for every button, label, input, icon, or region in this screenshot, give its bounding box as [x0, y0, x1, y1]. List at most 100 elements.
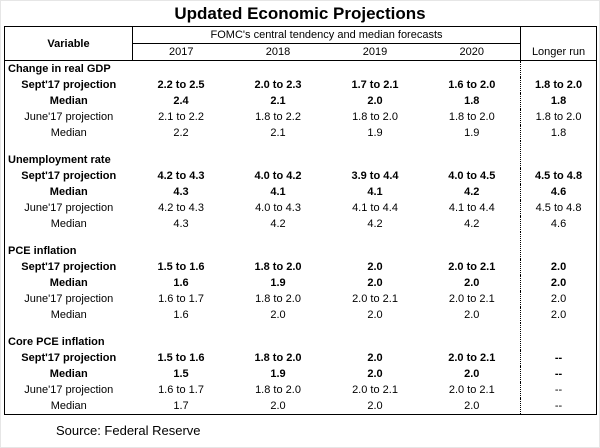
value-cell: 4.2 to 4.3: [158, 202, 204, 214]
empty-cell: [133, 323, 230, 350]
value-cell: 4.0 to 4.5: [448, 170, 496, 182]
empty-cell: [520, 60, 597, 77]
row-label: Median: [49, 186, 88, 198]
row-label: Sept'17 projection: [21, 79, 117, 91]
table-row: June'17 projection 2.1 to 2.2 1.8 to 2.2 1.…: [5, 109, 597, 125]
empty-cell: [520, 323, 597, 350]
table-row: June'17 projection 1.6 to 1.7 1.8 to 2.0 2.…: [5, 291, 597, 307]
value-cell: 1.5: [173, 368, 189, 380]
row-label: Median: [49, 368, 88, 380]
value-cell: 1.9: [270, 368, 286, 380]
variable-column-header: Variable: [4, 26, 133, 61]
value-cell: 1.5 to 1.6: [157, 352, 205, 364]
row-label: Median: [50, 309, 87, 321]
section-header: Change in real GDP: [8, 63, 111, 75]
table-row: Median 2.4 2.1 2.0 1.8 1.8: [5, 93, 597, 109]
value-cell: 2.0: [464, 400, 480, 412]
value-cell: 1.9: [464, 127, 480, 139]
value-cell: 2.0: [270, 400, 286, 412]
value-cell: 4.0 to 4.3: [255, 202, 301, 214]
value-cell: 1.8 to 2.0: [254, 261, 302, 273]
value-cell: 2.0: [367, 261, 383, 273]
row-label: June'17 projection: [24, 384, 114, 396]
value-cell: 2.2 to 2.5: [157, 79, 205, 91]
value-cell: 2.0 to 2.3: [254, 79, 302, 91]
value-cell: 2.0: [520, 275, 597, 291]
empty-cell: [230, 141, 327, 168]
value-cell: --: [520, 366, 597, 382]
table-row: Median 4.3 4.2 4.2 4.2 4.6: [5, 216, 597, 232]
year-header-2018: 2018: [229, 43, 327, 61]
value-cell: 1.5 to 1.6: [157, 261, 205, 273]
empty-cell: [327, 61, 424, 78]
row-label: Median: [50, 400, 87, 412]
group-header-row: Variable FOMC's central tendency and med…: [4, 26, 597, 61]
row-label: June'17 projection: [24, 293, 114, 305]
row-label: Median: [49, 95, 88, 107]
value-cell: 4.2: [464, 218, 480, 230]
empty-cell: [424, 141, 521, 168]
value-cell: 2.0: [367, 368, 383, 380]
value-cell: 2.1: [270, 127, 286, 139]
value-cell: 1.7: [173, 400, 189, 412]
value-cell: --: [520, 398, 597, 415]
value-cell: 2.0: [464, 309, 480, 321]
table-row: Median 1.6 1.9 2.0 2.0 2.0: [5, 275, 597, 291]
value-cell: 1.8 to 2.0: [352, 111, 398, 123]
row-label: Sept'17 projection: [21, 170, 117, 182]
years-header-row: 2017 2018 2019 2020: [5, 43, 597, 61]
value-cell: --: [520, 350, 597, 366]
value-cell: 2.0: [520, 291, 597, 307]
empty-cell: [230, 232, 327, 259]
value-cell: 3.9 to 4.4: [351, 170, 399, 182]
value-cell: 4.2: [367, 218, 383, 230]
value-cell: 1.8 to 2.0: [255, 384, 301, 396]
value-cell: 1.9: [367, 127, 383, 139]
value-cell: 2.0 to 2.1: [448, 293, 495, 305]
value-cell: 4.3: [173, 218, 189, 230]
value-cell: 2.0 to 2.1: [448, 384, 495, 396]
row-label: Median: [49, 277, 88, 289]
projections-table: Variable FOMC's central tendency and med…: [4, 26, 598, 415]
value-cell: 4.1: [270, 186, 286, 198]
table-row: Sept'17 projection 2.2 to 2.5 2.0 to 2.3 1.…: [5, 77, 597, 93]
value-cell: 2.4: [173, 95, 189, 107]
value-cell: 2.0: [367, 352, 383, 364]
row-label: June'17 projection: [24, 202, 114, 214]
empty-cell: [424, 323, 521, 350]
value-cell: 1.7 to 2.1: [351, 79, 399, 91]
empty-cell: [520, 232, 597, 259]
row-label: Median: [50, 127, 87, 139]
value-cell: 1.8 to 2.0: [520, 109, 597, 125]
table-row: June'17 projection 1.6 to 1.7 1.8 to 2.0 2.…: [5, 382, 597, 398]
value-cell: 2.1 to 2.2: [158, 111, 204, 123]
year-header-2017: 2017: [132, 43, 230, 61]
value-cell: 1.9: [270, 277, 286, 289]
year-header-2019: 2019: [326, 43, 424, 61]
empty-cell: [133, 61, 230, 78]
value-cell: 2.2: [173, 127, 189, 139]
empty-cell: [133, 141, 230, 168]
value-cell: 1.6 to 1.7: [158, 293, 204, 305]
row-label: Median: [50, 218, 87, 230]
value-cell: 1.6: [173, 277, 189, 289]
table-row: June'17 projection 4.2 to 4.3 4.0 to 4.3 4.…: [5, 200, 597, 216]
value-cell: 2.0: [520, 259, 597, 275]
value-cell: 1.6 to 1.7: [158, 384, 204, 396]
value-cell: 2.0: [464, 368, 480, 380]
value-cell: 1.6 to 2.0: [448, 79, 496, 91]
value-cell: 4.5 to 4.8: [520, 200, 597, 216]
table-row: Median 1.5 1.9 2.0 2.0 --: [5, 366, 597, 382]
empty-cell: [520, 141, 597, 168]
value-cell: 2.0: [367, 309, 383, 321]
year-header-2020: 2020: [423, 43, 521, 61]
value-cell: 1.8: [520, 125, 597, 141]
row-label: Sept'17 projection: [21, 261, 117, 273]
value-cell: 4.1 to 4.4: [352, 202, 398, 214]
table-row: Sept'17 projection 1.5 to 1.6 1.8 to 2.0 2.…: [5, 259, 597, 275]
value-cell: 2.0: [367, 400, 383, 412]
empty-cell: [327, 141, 424, 168]
value-cell: 1.8 to 2.0: [520, 77, 597, 93]
value-cell: 2.0: [367, 95, 383, 107]
